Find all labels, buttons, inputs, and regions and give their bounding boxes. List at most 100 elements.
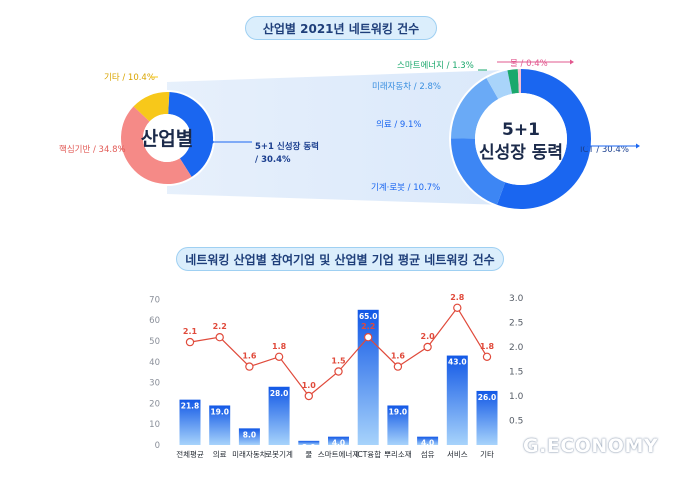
y-left-tick: 40 [149, 358, 160, 368]
right-donut-slice-0 [496, 69, 591, 209]
bar-value-label: 4.0 [332, 439, 345, 448]
left-leader-dot-5plus1 [210, 140, 214, 144]
y-left-tick: 50 [149, 337, 160, 347]
line-point [364, 333, 373, 342]
right-donut-center-line1: 5+1 [502, 120, 540, 140]
y-right-tick: 3.0 [509, 294, 524, 304]
line-value-label: 2.1 [183, 327, 198, 336]
x-tick-label: 스마트에너지 [318, 449, 359, 459]
bar [238, 428, 260, 445]
line-point [482, 352, 492, 361]
x-tick-label: 섬유 [421, 449, 435, 459]
y-left-tick: 0 [155, 441, 160, 451]
right-label-0: ICT / 30.4% [580, 145, 629, 155]
x-tick-label: 기타 [480, 450, 494, 459]
left-label-5plus1: 5+1 신성장 동력 [255, 141, 319, 152]
donut-charts: 산업별 5+1 신성장 동력 / 30.4% 핵심기반 / 34.8% 기타 / 10.… [59, 59, 640, 209]
left-donut-slice-1 [121, 106, 192, 184]
watermark: G.ECONOMY [499, 435, 658, 457]
right-label-4: 스마트에너지 / 1.3% [397, 60, 474, 71]
right-donut-slice-3 [486, 70, 513, 100]
line-value-label: 2.2 [361, 322, 375, 331]
bar [476, 390, 498, 445]
watermark-text: G.ECONOMY [523, 435, 659, 457]
y-right-tick: 0.5 [509, 417, 523, 427]
line-point [334, 367, 343, 376]
line-value-label: 1.5 [331, 357, 346, 366]
line-value-label: 1.8 [480, 342, 495, 351]
y-right-tick: 1.5 [509, 368, 523, 378]
bar [209, 405, 231, 445]
bar [298, 440, 320, 445]
bar-value-label: 2.0 [302, 443, 315, 452]
right-donut-center-line2: 신성장 동력 [479, 143, 563, 163]
right-donut-slice-2 [451, 78, 499, 140]
right-donut-hole [475, 93, 567, 185]
line-point [245, 362, 254, 371]
line-point [453, 303, 462, 312]
x-tick-label: 물 [305, 450, 312, 459]
bar [387, 405, 409, 445]
page-title: 산업별 2021년 네트워킹 건수 [245, 16, 437, 40]
y-left-tick: 60 [149, 316, 160, 326]
x-tick-label: 뿌리소재 [384, 450, 412, 459]
y-left-tick: 70 [149, 295, 160, 305]
bar-value-label: 8.0 [243, 430, 256, 439]
bar [417, 436, 439, 445]
line-point [423, 342, 432, 352]
line-value-label: 1.6 [242, 352, 257, 361]
left-label-etc: 기타 / 10.4% [104, 73, 155, 83]
line-value-label: 2.8 [450, 293, 465, 302]
right-label-1: 기계·로봇 / 10.7% [371, 182, 440, 193]
line-point [274, 352, 284, 361]
y-left-tick: 20 [149, 399, 160, 409]
bar [446, 355, 468, 445]
bar [328, 436, 349, 445]
x-tick-label: 서비스 [447, 450, 468, 459]
bar [179, 399, 201, 445]
bar-value-label: 43.0 [448, 358, 467, 367]
left-donut-slice-0 [167, 92, 213, 177]
y-left-tick: 30 [149, 379, 160, 389]
bar [268, 386, 290, 445]
x-tick-label: 로봇기계 [265, 449, 293, 459]
line-value-label: 1.8 [272, 342, 287, 351]
line-value-label: 1.6 [391, 352, 406, 361]
bar-value-label: 28.0 [270, 389, 289, 398]
bar-value-label: 4.0 [421, 439, 434, 448]
line-value-label: 2.0 [421, 332, 436, 341]
x-tick-label: 미래자동차 [232, 450, 267, 459]
right-label-3: 미래자동차 / 2.8% [372, 82, 441, 92]
chart-title: 네트워킹 산업별 참여기업 및 산업별 기업 평균 네트워킹 건수 [176, 247, 504, 271]
logo-icon [499, 436, 519, 456]
right-label-5: 물 / 0.4% [510, 59, 548, 69]
line-point [185, 337, 195, 347]
right-donut-slice-4 [507, 69, 520, 94]
right-leader-ict-arrow [636, 143, 640, 149]
bar-value-label: 19.0 [210, 407, 229, 416]
left-label-5plus1-pct: / 30.4% [255, 155, 291, 165]
left-label-core: 핵심기반 / 34.8% [59, 144, 126, 155]
connector-band [167, 70, 505, 205]
right-leader-water-arrow [570, 59, 574, 65]
x-tick-label: 전체평균 [176, 449, 204, 459]
line-point [304, 391, 313, 401]
x-tick-label: ICT융합 [355, 450, 381, 459]
line-point [215, 333, 224, 342]
left-donut-hole [143, 114, 191, 162]
bar-value-label: 65.0 [359, 312, 378, 321]
y-left-tick: 10 [149, 420, 160, 430]
bar-value-label: 19.0 [389, 407, 408, 416]
line-series [189, 306, 488, 397]
line-value-label: 1.0 [302, 381, 317, 390]
x-tick-label: 의료 [213, 449, 227, 459]
bar-value-label: 21.8 [181, 402, 200, 411]
y-right-tick: 2.5 [509, 319, 523, 329]
line-value-label: 2.2 [213, 322, 227, 331]
y-right-tick: 2.0 [509, 343, 524, 353]
right-label-2: 의료 / 9.1% [376, 119, 422, 130]
left-donut-slice-2 [133, 92, 170, 122]
left-donut-center-label: 산업별 [141, 128, 193, 150]
bar-value-label: 26.0 [478, 393, 497, 402]
